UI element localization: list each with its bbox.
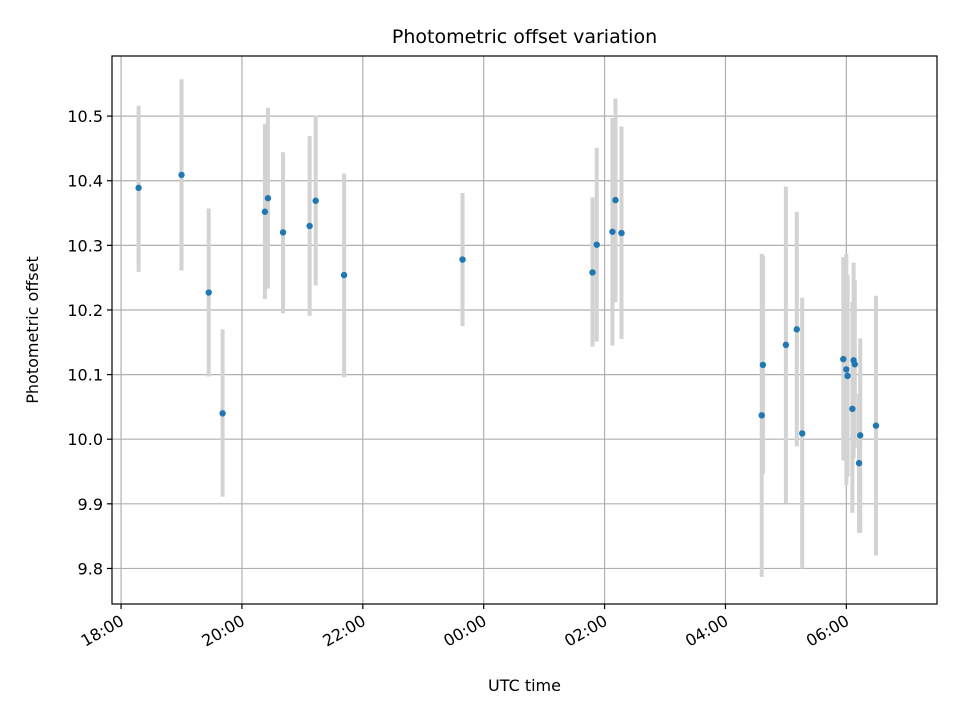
x-axis: 18:00 20:00 22:00 00:00 02:00 04:00 06:00 [78,604,852,651]
y-axis-label: Photometric offset [23,256,42,404]
data-point [618,229,625,237]
errorbar-layer [136,79,878,577]
point-layer [135,171,880,467]
data-point [589,269,596,276]
data-point [793,326,800,333]
x-tick-label: 02:00 [561,611,610,651]
y-tick-label: 10.2 [67,301,103,320]
x-tick-label: 06:00 [803,611,852,651]
plot-frame [111,55,938,605]
x-tick-label: 00:00 [440,611,489,651]
y-tick-label: 10.0 [67,430,103,449]
data-point [264,194,272,202]
data-point [799,430,806,437]
x-tick-label: 04:00 [682,611,731,651]
y-tick-label: 10.1 [67,366,103,385]
data-point [593,241,600,248]
chart-title: Photometric offset variation [392,26,657,48]
x-tick-label: 18:00 [78,611,127,651]
y-tick-label: 10.5 [67,107,103,126]
data-point [459,256,466,263]
x-tick-label: 22:00 [319,611,368,651]
y-axis: 9.8 9.9 10.0 10.1 10.2 10.3 10.4 10.5 [67,107,112,578]
x-tick-label: 20:00 [199,611,248,651]
y-tick-label: 10.3 [67,236,103,255]
grid-layer [112,56,937,604]
data-point [849,405,856,413]
data-point [758,412,765,419]
data-point [261,208,269,215]
data-point [219,410,226,417]
data-point [340,271,348,279]
data-point [205,289,212,296]
data-point [609,228,616,235]
data-point [851,361,859,368]
data-point [612,196,619,204]
data-point [843,366,850,373]
data-point [306,222,313,230]
data-point [844,372,851,380]
y-tick-label: 9.9 [78,495,103,514]
data-point [857,432,864,439]
data-point [840,355,847,363]
y-tick-label: 9.8 [78,559,103,578]
data-point [279,229,287,236]
data-point [759,361,767,369]
data-point [855,459,863,467]
data-point [135,184,142,192]
x-axis-label: UTC time [488,676,561,695]
data-point [312,197,319,204]
data-point [872,422,880,429]
data-point [178,171,185,179]
data-point [782,341,790,349]
y-tick-label: 10.4 [67,172,103,191]
